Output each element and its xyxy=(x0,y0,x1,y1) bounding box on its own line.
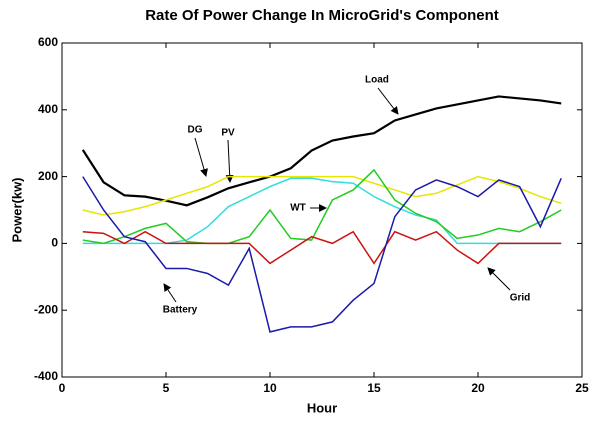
series-line xyxy=(82,175,562,216)
arrow xyxy=(163,283,177,303)
arrow xyxy=(377,87,399,115)
chart-title: Rate Of Power Change In MicroGrid's Comp… xyxy=(145,7,499,24)
arrow xyxy=(487,267,511,291)
y-tick-label: 400 xyxy=(38,102,58,116)
series-annotation: PV xyxy=(221,128,235,139)
y-tick-label: -400 xyxy=(34,369,58,383)
arrow xyxy=(194,137,208,177)
series-annotation: Grid xyxy=(510,293,531,304)
series-annotation: Load xyxy=(365,75,389,86)
y-tick-label: 200 xyxy=(38,169,58,183)
arrow xyxy=(225,139,234,183)
series-annotation: WT xyxy=(290,203,306,214)
x-tick-label: 20 xyxy=(471,381,485,395)
series-annotation: Battery xyxy=(163,305,198,316)
x-tick-label: 25 xyxy=(575,381,589,395)
x-tick-label: 5 xyxy=(163,381,170,395)
x-tick-label: 0 xyxy=(59,381,66,395)
series-line xyxy=(82,176,562,333)
series-line xyxy=(82,230,562,265)
y-axis-label: Power(kw) xyxy=(9,177,24,242)
annotation-arrows xyxy=(163,87,511,303)
plot-frame xyxy=(61,42,583,378)
x-axis-label: Hour xyxy=(307,400,337,415)
y-tick-label: 0 xyxy=(51,236,58,250)
series-annotation: DG xyxy=(188,125,203,136)
x-tick-label: 10 xyxy=(263,381,277,395)
series-line xyxy=(82,177,562,245)
x-tick-label: 15 xyxy=(367,381,381,395)
y-tick-label: -200 xyxy=(34,302,58,316)
series-line xyxy=(82,168,562,245)
y-tick-label: 600 xyxy=(38,35,58,49)
series-line xyxy=(81,95,562,207)
